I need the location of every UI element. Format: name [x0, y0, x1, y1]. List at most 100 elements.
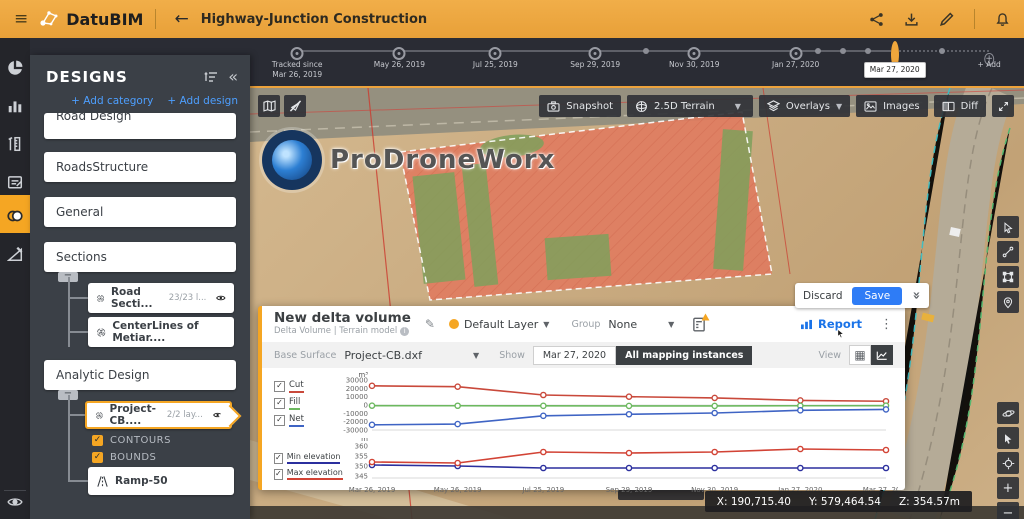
svg-text:0: 0: [364, 402, 368, 410]
category-label: Sections: [56, 250, 107, 264]
analytics-bars-icon[interactable]: [0, 98, 30, 114]
legend-toggle-max-elevation[interactable]: ✓ Max elevation: [274, 468, 343, 480]
sort-icon[interactable]: [204, 71, 218, 83]
report-button[interactable]: Report: [800, 317, 862, 339]
dashboard-pie-icon[interactable]: [0, 60, 30, 76]
layer-toggle-bounds[interactable]: ✓ BOUNDS: [92, 452, 156, 463]
group-value: None: [608, 317, 638, 331]
legend-toggle-fill[interactable]: ✓ Fill: [274, 397, 326, 410]
images-button[interactable]: Images: [856, 95, 928, 117]
disable-tracking-button[interactable]: [284, 95, 306, 117]
show-toggle-group: Mar 27, 2020 All mapping instances: [532, 345, 753, 365]
visibility-eye-icon[interactable]: [0, 496, 30, 508]
chevron-down-icon: ▼: [473, 350, 480, 360]
measure-area-icon[interactable]: [0, 246, 30, 262]
base-surface-dropdown[interactable]: Project-CB.dxf ▼: [344, 349, 479, 362]
category-card-analytic-design[interactable]: Analytic Design: [44, 360, 236, 390]
checked-checkbox-icon: ✓: [274, 452, 283, 464]
orbit-3d-tool[interactable]: [997, 402, 1019, 424]
snapshot-label: Snapshot: [566, 100, 614, 112]
group-dropdown[interactable]: None ▼: [608, 318, 674, 331]
pin-tool[interactable]: [997, 291, 1019, 313]
design-item-ramp-50[interactable]: Ramp-50: [88, 467, 234, 495]
charts-area: ✓ Cut ✓ Fill ✓ Net m³ 30000 20000 10000 0 -10…: [268, 370, 901, 494]
map-icon: [262, 100, 276, 112]
design-item-project-cb-selected[interactable]: Project-CB.... 2/2 lay...: [85, 401, 232, 429]
form-edit-icon[interactable]: [0, 174, 30, 190]
timeline-node-add[interactable]: +: [984, 46, 994, 65]
timeline-node-label: Sep 29, 2019: [570, 60, 621, 69]
legend-toggle-min-elevation[interactable]: ✓ Min elevation: [274, 452, 341, 464]
show-date-toggle[interactable]: Mar 27, 2020: [532, 345, 617, 365]
design-item-centerlines[interactable]: CenterLines of Metiar....: [88, 317, 234, 347]
cursor-icon: [1004, 221, 1013, 233]
design-item-road-sections[interactable]: Road Secti... 23/23 l...: [88, 283, 234, 313]
legend-toggle-net[interactable]: ✓ Net: [274, 414, 326, 427]
category-card-general[interactable]: General: [44, 197, 236, 227]
basemap-toggle-button[interactable]: [258, 95, 280, 117]
diff-button[interactable]: Diff: [933, 95, 986, 117]
timeline-minor-dot[interactable]: [864, 48, 871, 54]
edit-icon[interactable]: [939, 12, 954, 27]
rename-pencil-icon[interactable]: ✎: [424, 317, 435, 331]
layer-count: 2/2 lay...: [166, 410, 203, 420]
tree-line: [68, 414, 88, 416]
recenter-tool[interactable]: [997, 452, 1019, 474]
polygon-tool[interactable]: [997, 266, 1019, 288]
download-icon[interactable]: [904, 12, 919, 27]
collapse-panel-chevrons-icon[interactable]: »: [908, 291, 924, 300]
expand-icon: [998, 101, 1008, 111]
timeline-node-major[interactable]: [488, 46, 502, 60]
timeline-minor-dot[interactable]: [839, 48, 846, 54]
add-design-button[interactable]: + Add design: [167, 95, 238, 107]
design-item-label: Road Secti...: [110, 286, 153, 310]
add-category-button[interactable]: + Add category: [71, 95, 154, 107]
timeline-minor-dot[interactable]: [815, 48, 822, 54]
brand-logo[interactable]: DatuBIM: [40, 10, 143, 29]
back-button[interactable]: ←: [174, 9, 189, 29]
fullscreen-expand-button[interactable]: [992, 95, 1014, 117]
layer-dropdown[interactable]: Default Layer ▼: [448, 318, 549, 331]
discard-button[interactable]: Discard: [803, 289, 843, 302]
layer-toggle-contours[interactable]: ✓ CONTOURS: [92, 435, 171, 446]
share-icon[interactable]: [869, 12, 884, 27]
select-cursor-tool[interactable]: [997, 216, 1019, 238]
legend-toggle-cut[interactable]: ✓ Cut: [274, 380, 326, 393]
overlays-dropdown[interactable]: Overlays ▼: [758, 95, 851, 117]
category-card-road-design[interactable]: Road Design: [44, 113, 236, 139]
timeline-node-major[interactable]: [789, 46, 803, 60]
timeline-node-major[interactable]: [392, 46, 406, 60]
category-card-sections[interactable]: Sections: [44, 242, 236, 272]
terrain-mode-dropdown[interactable]: 2.5D Terrain ▼: [627, 95, 753, 117]
svg-text:Jan 27, 2020: Jan 27, 2020: [777, 486, 822, 494]
info-icon[interactable]: i: [400, 327, 410, 337]
visibility-eye-icon[interactable]: [212, 410, 222, 420]
snapshot-button[interactable]: Snapshot: [539, 95, 622, 117]
measure-line-tool[interactable]: [997, 241, 1019, 263]
timeline-node-major[interactable]: [687, 46, 701, 60]
timeline-node-major[interactable]: [588, 46, 602, 60]
kebab-menu-icon[interactable]: ⋮: [880, 316, 893, 332]
timeline-node-selected[interactable]: [890, 41, 899, 68]
designs-actions: + Add category + Add design: [71, 95, 238, 107]
zoom-in-button[interactable]: +: [997, 477, 1019, 499]
collapse-panel-icon[interactable]: «: [228, 67, 238, 86]
hamburger-menu-icon[interactable]: ≡: [14, 9, 29, 29]
timeline-node-start[interactable]: [290, 46, 304, 60]
show-all-instances-toggle[interactable]: All mapping instances: [616, 345, 753, 365]
notifications-bell-icon[interactable]: [995, 12, 1010, 27]
timeline-node-label: Mar 27, 2020: [863, 62, 926, 79]
table-view-button[interactable]: ▦: [849, 345, 871, 365]
recalculate-button[interactable]: [692, 313, 710, 332]
visibility-eye-icon[interactable]: [216, 293, 226, 303]
pan-cursor-tool[interactable]: [997, 427, 1019, 449]
zoom-out-button[interactable]: −: [997, 502, 1019, 519]
timeline-minor-dot[interactable]: [643, 48, 650, 54]
tree-line: [68, 277, 70, 347]
timeline-minor-dot[interactable]: [938, 48, 945, 54]
design-tools-icon[interactable]: [0, 136, 30, 152]
category-card-roads-structure[interactable]: RoadsStructure: [44, 152, 236, 182]
chart-view-button[interactable]: [871, 345, 893, 365]
save-button[interactable]: Save: [852, 286, 903, 305]
diff-icon: [942, 101, 955, 111]
